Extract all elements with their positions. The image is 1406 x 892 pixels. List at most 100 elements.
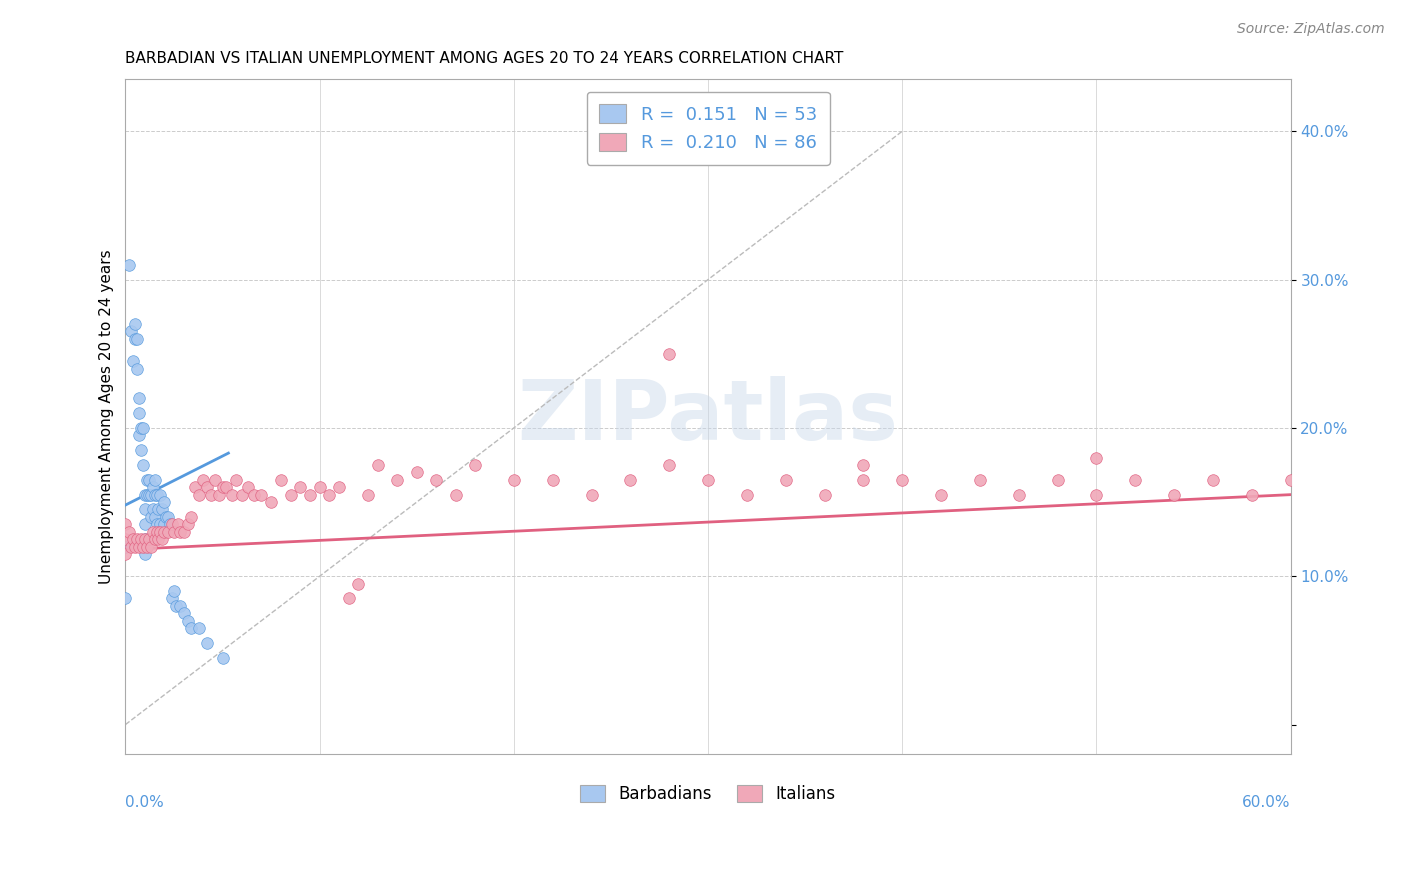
Point xyxy=(120,325,142,339)
Point xyxy=(114,540,136,554)
Point xyxy=(929,488,952,502)
Point xyxy=(1240,488,1263,502)
Point xyxy=(145,524,167,539)
Point xyxy=(163,524,186,539)
Point xyxy=(129,443,152,458)
Point xyxy=(124,332,146,346)
Point xyxy=(852,473,875,487)
Point xyxy=(134,547,156,561)
Point xyxy=(134,517,156,532)
Point xyxy=(129,421,152,435)
Point xyxy=(891,473,914,487)
Point xyxy=(132,540,155,554)
Point xyxy=(118,524,141,539)
Point xyxy=(1202,473,1225,487)
Point xyxy=(132,458,155,472)
Point xyxy=(221,488,243,502)
Point xyxy=(149,517,172,532)
Point xyxy=(188,488,211,502)
Point xyxy=(135,540,157,554)
Point xyxy=(1163,488,1185,502)
Point xyxy=(163,584,186,599)
Point xyxy=(541,473,564,487)
Point xyxy=(1279,473,1302,487)
Point xyxy=(464,458,486,472)
Point xyxy=(231,488,253,502)
Point xyxy=(169,524,191,539)
Point xyxy=(118,258,141,272)
Point xyxy=(658,458,681,472)
Point xyxy=(405,466,427,480)
Point xyxy=(127,532,149,546)
Point xyxy=(143,509,166,524)
Point xyxy=(128,391,150,405)
Point xyxy=(157,524,180,539)
Point xyxy=(236,480,259,494)
Point xyxy=(1008,488,1031,502)
Point xyxy=(735,488,758,502)
Point xyxy=(120,540,142,554)
Point xyxy=(159,517,181,532)
Point xyxy=(139,509,162,524)
Point xyxy=(134,532,156,546)
Text: 60.0%: 60.0% xyxy=(1241,795,1291,810)
Point xyxy=(153,495,176,509)
Point xyxy=(142,480,165,494)
Point xyxy=(114,517,136,532)
Point xyxy=(357,488,380,502)
Point xyxy=(204,473,226,487)
Point xyxy=(180,621,202,635)
Point xyxy=(173,524,195,539)
Point xyxy=(122,532,145,546)
Point xyxy=(852,458,875,472)
Point xyxy=(191,473,214,487)
Point xyxy=(502,473,524,487)
Point xyxy=(1046,473,1069,487)
Point xyxy=(308,480,330,494)
Point xyxy=(581,488,603,502)
Point xyxy=(127,332,149,346)
Point xyxy=(425,473,447,487)
Point xyxy=(145,488,167,502)
Point xyxy=(813,488,835,502)
Point xyxy=(138,488,160,502)
Point xyxy=(167,517,190,532)
Point xyxy=(138,473,160,487)
Point xyxy=(200,488,222,502)
Point xyxy=(145,517,167,532)
Legend: Barbadians, Italians: Barbadians, Italians xyxy=(571,775,845,814)
Text: ZIPatlas: ZIPatlas xyxy=(517,376,898,458)
Point xyxy=(165,599,187,613)
Point xyxy=(969,473,991,487)
Point xyxy=(143,488,166,502)
Point xyxy=(658,347,681,361)
Point xyxy=(195,636,218,650)
Point xyxy=(211,650,233,665)
Point xyxy=(775,473,797,487)
Point xyxy=(160,517,183,532)
Point xyxy=(149,524,172,539)
Y-axis label: Unemployment Among Ages 20 to 24 years: Unemployment Among Ages 20 to 24 years xyxy=(100,250,114,584)
Point xyxy=(318,488,340,502)
Point xyxy=(114,591,136,606)
Point xyxy=(134,488,156,502)
Point xyxy=(215,480,238,494)
Point xyxy=(142,502,165,516)
Point xyxy=(139,540,162,554)
Point xyxy=(143,473,166,487)
Point xyxy=(444,488,467,502)
Point xyxy=(132,421,155,435)
Point xyxy=(138,532,160,546)
Point xyxy=(270,473,292,487)
Point xyxy=(280,488,302,502)
Point xyxy=(128,428,150,442)
Point xyxy=(129,532,152,546)
Point xyxy=(1085,488,1108,502)
Point xyxy=(114,532,136,546)
Point xyxy=(143,532,166,546)
Point xyxy=(153,517,176,532)
Point xyxy=(157,509,180,524)
Point xyxy=(135,473,157,487)
Point xyxy=(250,488,273,502)
Point xyxy=(150,502,173,516)
